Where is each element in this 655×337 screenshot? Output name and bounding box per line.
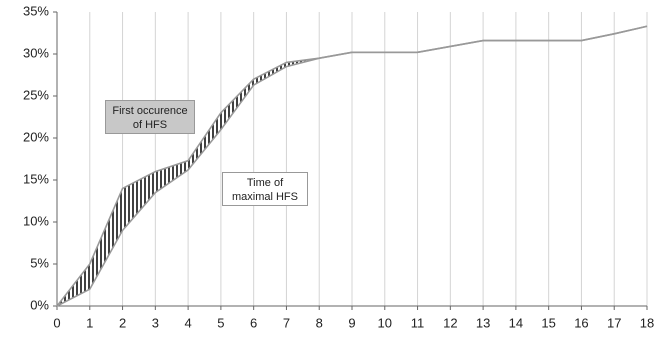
series-line bbox=[56, 25, 648, 307]
x-tick-label: 6 bbox=[250, 315, 257, 330]
x-tick-label: 1 bbox=[86, 315, 93, 330]
x-tick-label: 9 bbox=[348, 315, 355, 330]
x-tick-label: 10 bbox=[378, 315, 392, 330]
x-tick-label: 3 bbox=[152, 315, 159, 330]
y-tick-label: 35% bbox=[23, 3, 49, 18]
x-tick-label: 11 bbox=[411, 315, 425, 330]
annotation-first: First occurence of HFS bbox=[105, 100, 195, 134]
x-tick-label: 8 bbox=[316, 315, 323, 330]
x-tick-label: 5 bbox=[217, 315, 224, 330]
y-tick-label: 30% bbox=[23, 45, 49, 60]
annotation-maximal: Time of maximal HFS bbox=[222, 172, 308, 206]
y-tick-label: 0% bbox=[30, 297, 49, 312]
x-tick-label: 2 bbox=[119, 315, 126, 330]
x-tick-label: 17 bbox=[607, 315, 621, 330]
x-tick-label: 18 bbox=[640, 315, 654, 330]
x-tick-label: 13 bbox=[476, 315, 490, 330]
x-tick-label: 12 bbox=[443, 315, 457, 330]
y-tick-label: 10% bbox=[23, 213, 49, 228]
x-tick-label: 15 bbox=[541, 315, 555, 330]
y-tick-label: 15% bbox=[23, 171, 49, 186]
x-tick-label: 0 bbox=[53, 315, 60, 330]
y-tick-label: 20% bbox=[23, 129, 49, 144]
y-tick-label: 25% bbox=[23, 87, 49, 102]
y-tick-label: 5% bbox=[30, 255, 49, 270]
hatched-area bbox=[57, 26, 647, 307]
x-tick-label: 16 bbox=[574, 315, 588, 330]
x-tick-label: 4 bbox=[184, 315, 191, 330]
x-tick-label: 7 bbox=[283, 315, 290, 330]
x-tick-label: 14 bbox=[509, 315, 523, 330]
